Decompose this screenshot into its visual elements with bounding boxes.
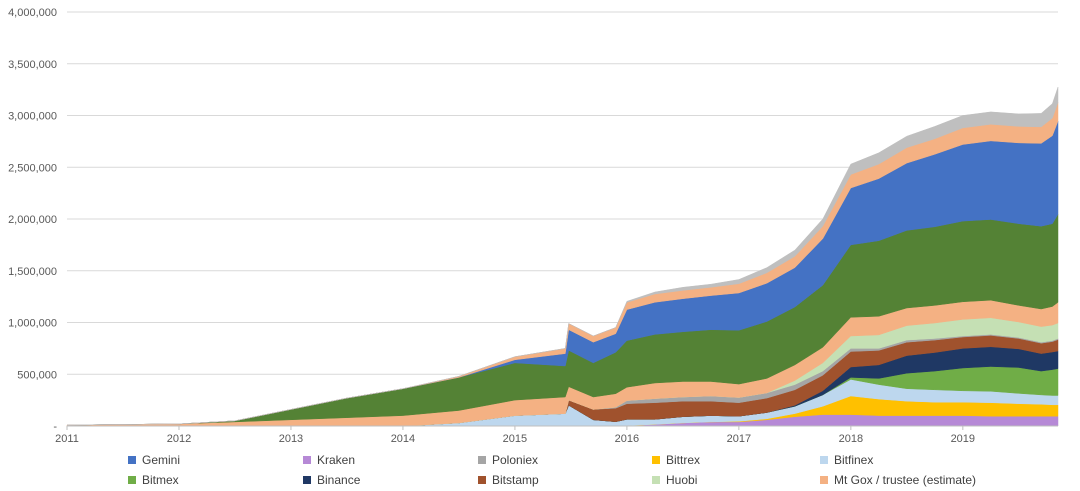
x-tick-label: 2017 xyxy=(727,433,751,445)
legend-swatch xyxy=(303,456,311,464)
area-series-12 xyxy=(66,86,1059,426)
y-tick-label: 1,500,000 xyxy=(8,266,57,278)
stacked-area-chart: - 500,000 1,000,000 1,500,000 2,000,000 2,500… xyxy=(8,7,1059,445)
x-tick-label: 2019 xyxy=(951,433,975,445)
legend-label: Bitstamp xyxy=(492,473,539,487)
x-tick-label: 2011 xyxy=(55,433,79,445)
x-axis: 2011 2012 2013 2014 2015 2016 2017 2018 2019 xyxy=(55,425,1058,445)
x-tick-label: 2014 xyxy=(391,433,415,445)
x-tick-label: 2012 xyxy=(167,433,191,445)
legend-swatch xyxy=(478,476,486,484)
legend-swatch xyxy=(652,456,660,464)
legend-swatch xyxy=(652,476,660,484)
legend-swatch xyxy=(128,456,136,464)
legend-swatch xyxy=(303,476,311,484)
legend-label: Bitmex xyxy=(142,473,179,487)
x-tick-label: 2018 xyxy=(839,433,863,445)
legend-label: Gemini xyxy=(142,453,181,467)
legend-label: Bittrex xyxy=(666,453,701,467)
legend-item: Binance xyxy=(303,471,360,489)
legend-label: Binance xyxy=(317,473,361,487)
legend-item: Kraken xyxy=(303,451,355,469)
legend-label: Poloniex xyxy=(492,453,539,467)
legend-label: Mt Gox / trustee (estimate) xyxy=(834,473,977,487)
legend-swatch xyxy=(820,476,828,484)
y-tick-label: 3,000,000 xyxy=(8,111,57,123)
x-tick-label: 2015 xyxy=(503,433,527,445)
y-tick-label: 2,000,000 xyxy=(8,214,57,226)
legend-item: Bitstamp xyxy=(478,471,539,489)
legend-item: Bitmex xyxy=(128,471,179,489)
legend-swatch xyxy=(478,456,486,464)
y-tick-label: 3,500,000 xyxy=(8,59,57,71)
y-tick-label: 1,000,000 xyxy=(8,318,57,330)
legend-item: Gemini xyxy=(128,451,180,469)
legend-label: Bitfinex xyxy=(834,453,874,467)
legend-label: Kraken xyxy=(317,453,356,467)
area-series-group xyxy=(66,86,1059,427)
legend-item: Poloniex xyxy=(478,451,538,469)
legend-swatch xyxy=(820,456,828,464)
legend-swatch xyxy=(128,476,136,484)
x-tick-label: 2013 xyxy=(279,433,303,445)
y-axis: - 500,000 1,000,000 1,500,000 2,000,000 2,500… xyxy=(8,7,57,433)
y-tick-label: 4,000,000 xyxy=(8,7,57,19)
y-tick-label: 500,000 xyxy=(17,369,57,381)
chart-legend: Gemini Kraken Poloniex Bittrex Bitfinex Bitme… xyxy=(0,450,1080,491)
gridlines xyxy=(67,11,1058,427)
y-tick-label: 2,500,000 xyxy=(8,162,57,174)
legend-item: Bitfinex xyxy=(820,451,873,469)
legend-label: Huobi xyxy=(666,473,698,487)
x-tick-label: 2016 xyxy=(615,433,639,445)
legend-item: Mt Gox / trustee (estimate) xyxy=(820,471,976,489)
legend-item: Bittrex xyxy=(652,451,700,469)
y-tick-label: - xyxy=(53,421,57,433)
legend-item: Huobi xyxy=(652,471,697,489)
